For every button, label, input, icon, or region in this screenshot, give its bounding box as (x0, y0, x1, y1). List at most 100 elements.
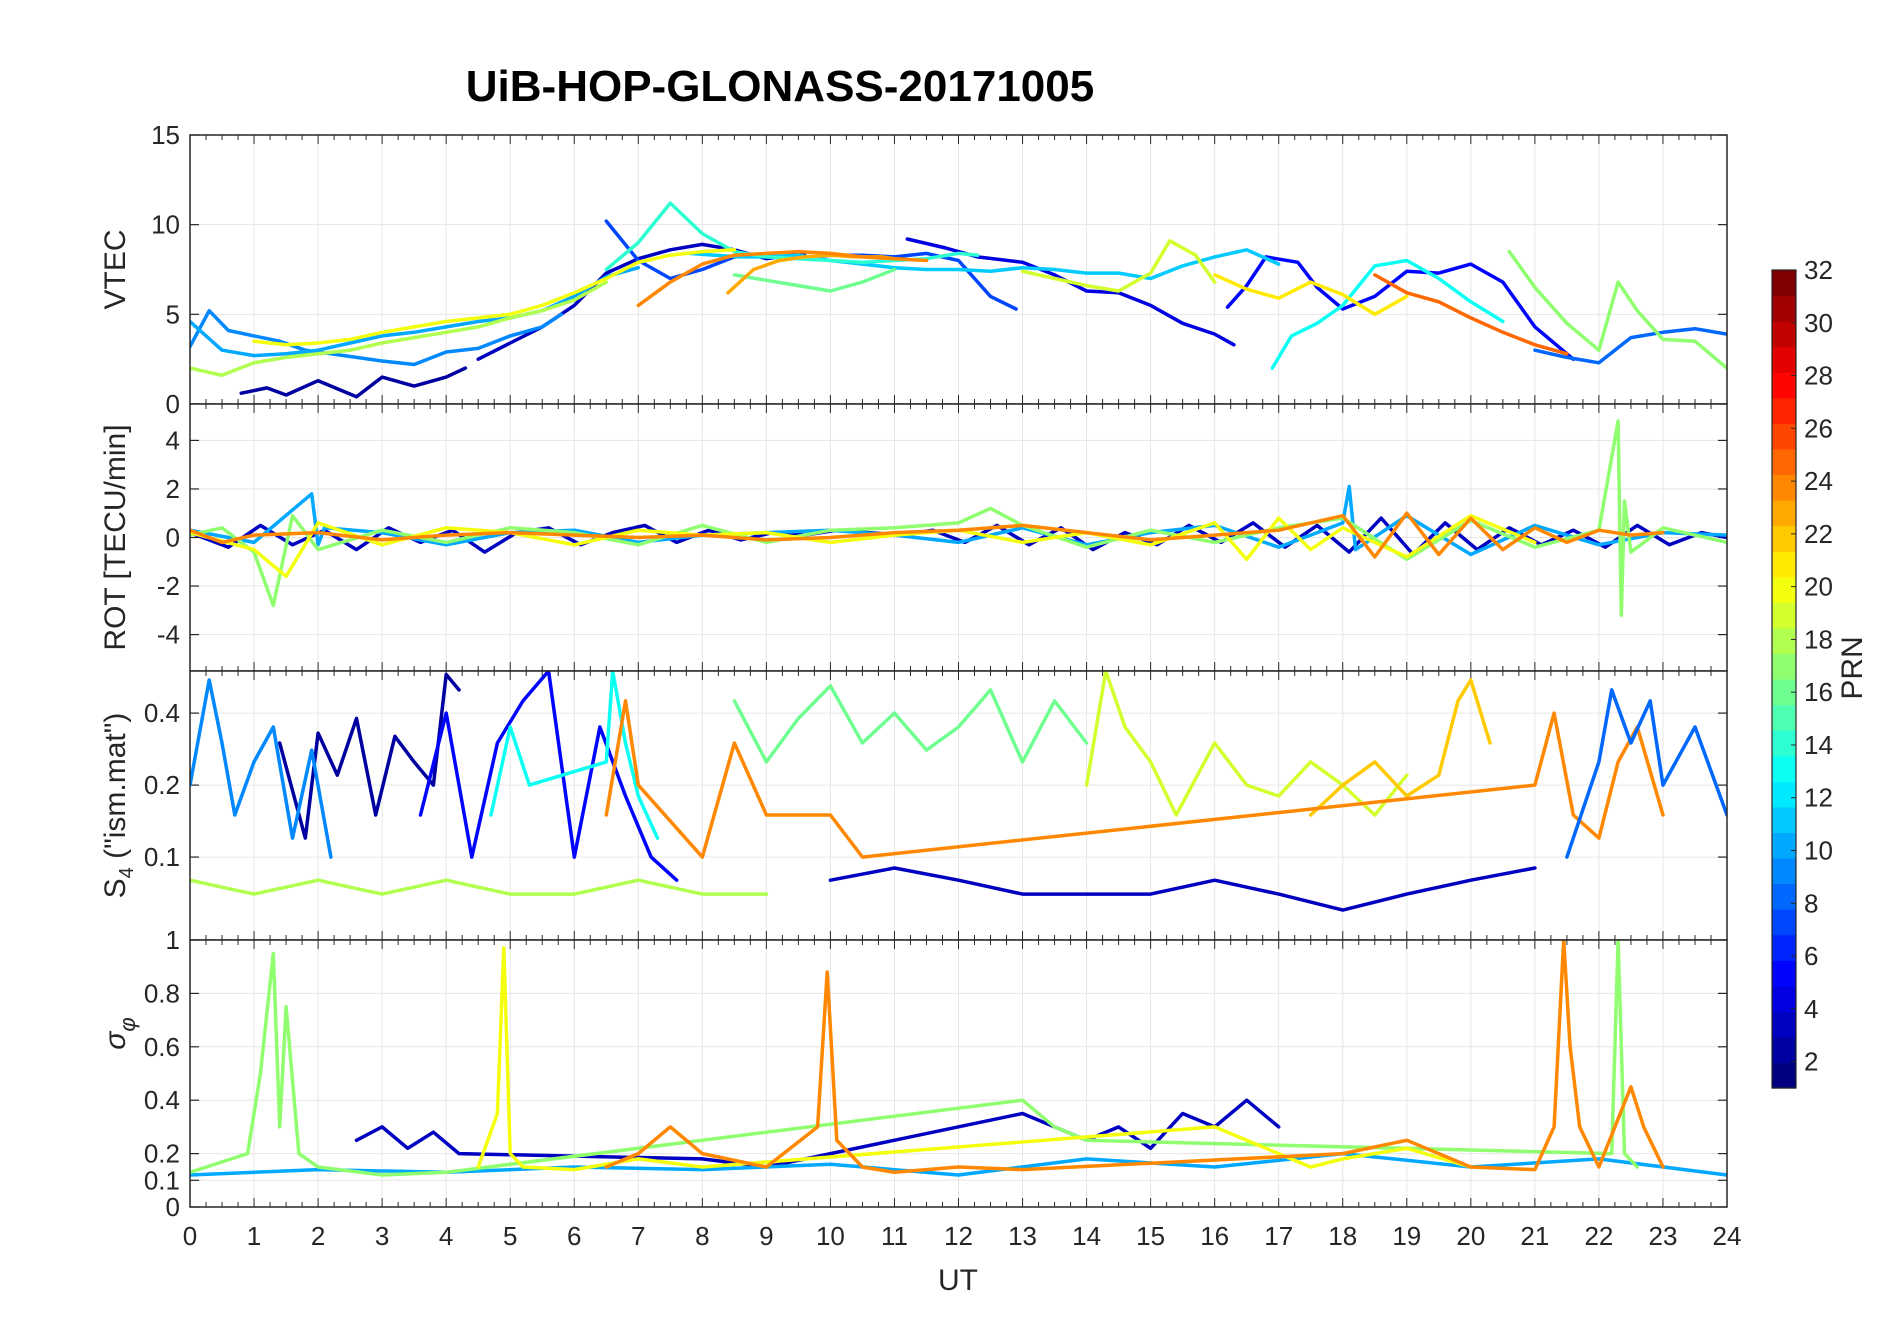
x-tick-label: 4 (439, 1221, 453, 1251)
x-tick-label: 17 (1264, 1221, 1293, 1251)
x-tick-label: 21 (1520, 1221, 1549, 1251)
x-tick-label: 2 (311, 1221, 325, 1251)
series-prn-24 (636, 249, 929, 308)
series-prn-21 (1212, 273, 1409, 317)
y-label-part: ("ism.mat") (99, 713, 132, 868)
colorbar-segment (1772, 704, 1796, 731)
colorbar-segment (1772, 857, 1796, 885)
x-axis-label: UT (938, 1264, 978, 1297)
colorbar-segment (1772, 806, 1796, 833)
y-label-part: S (99, 878, 132, 898)
colorbar-frame (1771, 269, 1797, 1089)
panel-vtec: 0 5 10 15 VTEC (99, 120, 1728, 419)
series-prn-8 (1565, 688, 1727, 859)
x-tick-label: 24 (1713, 1221, 1742, 1251)
panel-rot-series (190, 419, 1727, 617)
series-prn-20 (190, 513, 1537, 579)
colorbar-tick-label: 28 (1804, 361, 1833, 391)
series-prn-2 (239, 366, 468, 399)
colorbar-tick-label: 12 (1804, 783, 1833, 813)
y-tick-label: 0.6 (144, 1032, 180, 1062)
panel-s4-series (190, 671, 1727, 912)
colorbar-segment (1772, 960, 1796, 987)
colorbar-segment (1772, 755, 1796, 782)
colorbar-segment (1772, 423, 1796, 450)
y-tick-label: 5 (166, 299, 180, 329)
y-tick-label: 0 (166, 1192, 180, 1222)
y-tick-label: 2 (166, 474, 180, 504)
series-prn-19 (1084, 671, 1409, 817)
x-tick-label: 14 (1072, 1221, 1101, 1251)
colorbar-segment (1772, 500, 1796, 527)
series-prn-20 (476, 946, 1473, 1172)
colorbar-segment (1772, 985, 1796, 1012)
colorbar-segment (1772, 1036, 1796, 1064)
colorbar-segment (1772, 397, 1796, 424)
y-axis-label-vtec: VTEC (99, 229, 132, 309)
series-prn-20 (252, 248, 737, 347)
colorbar-segment (1772, 602, 1796, 629)
colorbar-segment (1772, 781, 1796, 808)
panel-sigma_phi-frame (189, 939, 1728, 1208)
series-prn-3 (354, 1098, 1281, 1169)
series-prn-17 (190, 419, 1727, 617)
colorbar-label: PRN (1836, 636, 1869, 699)
series-prn-13 (489, 671, 660, 840)
series-prn-19 (1020, 239, 1217, 293)
x-tick-label: 6 (567, 1221, 581, 1251)
series-prn-10 (190, 265, 641, 358)
x-tick-label: 9 (759, 1221, 773, 1251)
colorbar-segment (1772, 525, 1796, 552)
panel-sigma_phi: 00.10.2 0.4 0.6 0.8 1 σφ (99, 925, 1728, 1222)
series-prn-18 (190, 878, 769, 896)
y-label-part: 4 (116, 867, 138, 878)
x-tick-label: 3 (375, 1221, 389, 1251)
colorbar-segment (1772, 832, 1796, 859)
colorbar-tick-label: 16 (1804, 677, 1833, 707)
colorbar-segment (1772, 653, 1796, 680)
y-tick-label: 0.2 (144, 1139, 180, 1169)
x-tick-label: 12 (944, 1221, 973, 1251)
colorbar-tick-label: 32 (1804, 255, 1833, 285)
y-tick-label: 4 (166, 425, 180, 455)
x-tick-label: 0 (183, 1221, 197, 1251)
x-tick-label: 5 (503, 1221, 517, 1251)
series-prn-24 (190, 511, 1665, 559)
colorbar-tick-label: 10 (1804, 836, 1833, 866)
chart-title: UiB-HOP-GLONASS-20171005 (466, 62, 1094, 111)
series-prn-18 (190, 280, 609, 378)
colorbar-tick-label: 14 (1804, 730, 1833, 760)
panel-sigma_phi-series (190, 940, 1727, 1177)
colorbar-segment (1772, 627, 1796, 655)
series-prn-5 (418, 671, 679, 882)
panel-s4: 0.10.20.4S4 ("ism.mat") (99, 670, 1728, 941)
y-tick-label: 0.1 (144, 842, 180, 872)
x-tick-label: 7 (631, 1221, 645, 1251)
colorbar-segment (1772, 270, 1796, 297)
series-prn-16 (732, 267, 897, 293)
colorbar-segment (1772, 730, 1796, 757)
x-tick-label: 8 (695, 1221, 709, 1251)
colorbar-tick-label: 26 (1804, 413, 1833, 443)
series-prn-24 (604, 940, 1665, 1175)
colorbar-segment (1772, 576, 1796, 603)
x-tick-label: 22 (1584, 1221, 1613, 1251)
series-prn-25 (1373, 273, 1569, 356)
y-tick-label: 0.4 (144, 698, 180, 728)
x-tick-label: 23 (1648, 1221, 1677, 1251)
y-axis-label-s4: S4 ("ism.mat") (99, 713, 138, 899)
panel-rot: -4 -2 0 2 4 ROT [TECU/min] (99, 403, 1728, 672)
colorbar-segment (1772, 934, 1796, 961)
colorbar-tick-label: 4 (1804, 994, 1818, 1024)
colorbar-tick-label: 22 (1804, 519, 1833, 549)
colorbar-tick-label: 8 (1804, 888, 1818, 918)
y-tick-label: 0.4 (144, 1085, 180, 1115)
series-prn-8 (1533, 326, 1727, 365)
colorbar-segment (1772, 295, 1796, 322)
y-tick-label: -2 (157, 571, 180, 601)
colorbar-segment (1772, 883, 1796, 910)
x-tick-label: 10 (816, 1221, 845, 1251)
